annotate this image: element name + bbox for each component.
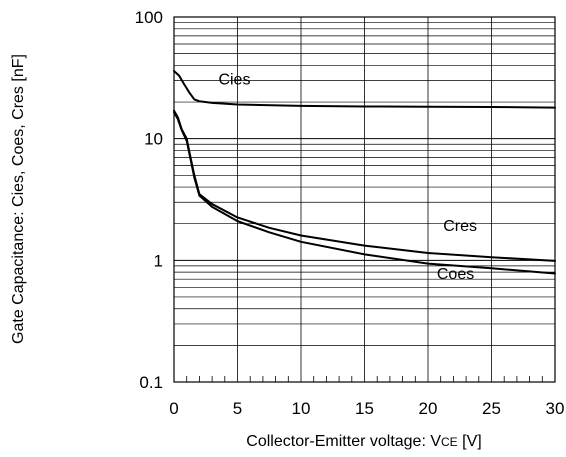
x-axis-title-main: Collector-Emitter voltage: V xyxy=(246,433,441,450)
y-tick-label: 100 xyxy=(135,8,163,27)
x-tick-labels: 0 5 10 15 20 25 30 xyxy=(169,399,564,418)
x-tick-label: 20 xyxy=(419,399,438,418)
series-labels: Cies Cres Coes xyxy=(218,71,477,283)
series-lines xyxy=(173,69,556,275)
x-tick-label: 25 xyxy=(482,399,501,418)
plot-frame xyxy=(173,16,556,383)
y-tick-label: 0.1 xyxy=(139,373,163,392)
x-tick-label: 0 xyxy=(169,399,178,418)
grid xyxy=(174,17,555,382)
x-axis-title: Collector-Emitter voltage: VCE [V] xyxy=(246,433,481,450)
x-tick-label: 10 xyxy=(292,399,311,418)
y-tick-label: 10 xyxy=(144,130,163,149)
y-tick-label: 1 xyxy=(154,251,163,270)
x-axis-title-unit: [V] xyxy=(458,433,482,450)
x-tick-label: 30 xyxy=(546,399,565,418)
series-line-cies xyxy=(173,69,556,109)
series-label-coes: Coes xyxy=(437,266,474,283)
series-label-cies: Cies xyxy=(218,71,250,88)
x-axis-title-subscript: CE xyxy=(441,435,458,449)
y-tick-labels: 0.1 1 10 100 xyxy=(135,8,163,392)
series-line-coes xyxy=(173,111,556,275)
x-tick-label: 5 xyxy=(233,399,242,418)
x-tick-label: 15 xyxy=(355,399,374,418)
series-label-cres: Cres xyxy=(443,218,477,235)
y-axis-title: Gate Capacitance: Cies, Coes, Cres [nF] xyxy=(10,54,27,344)
